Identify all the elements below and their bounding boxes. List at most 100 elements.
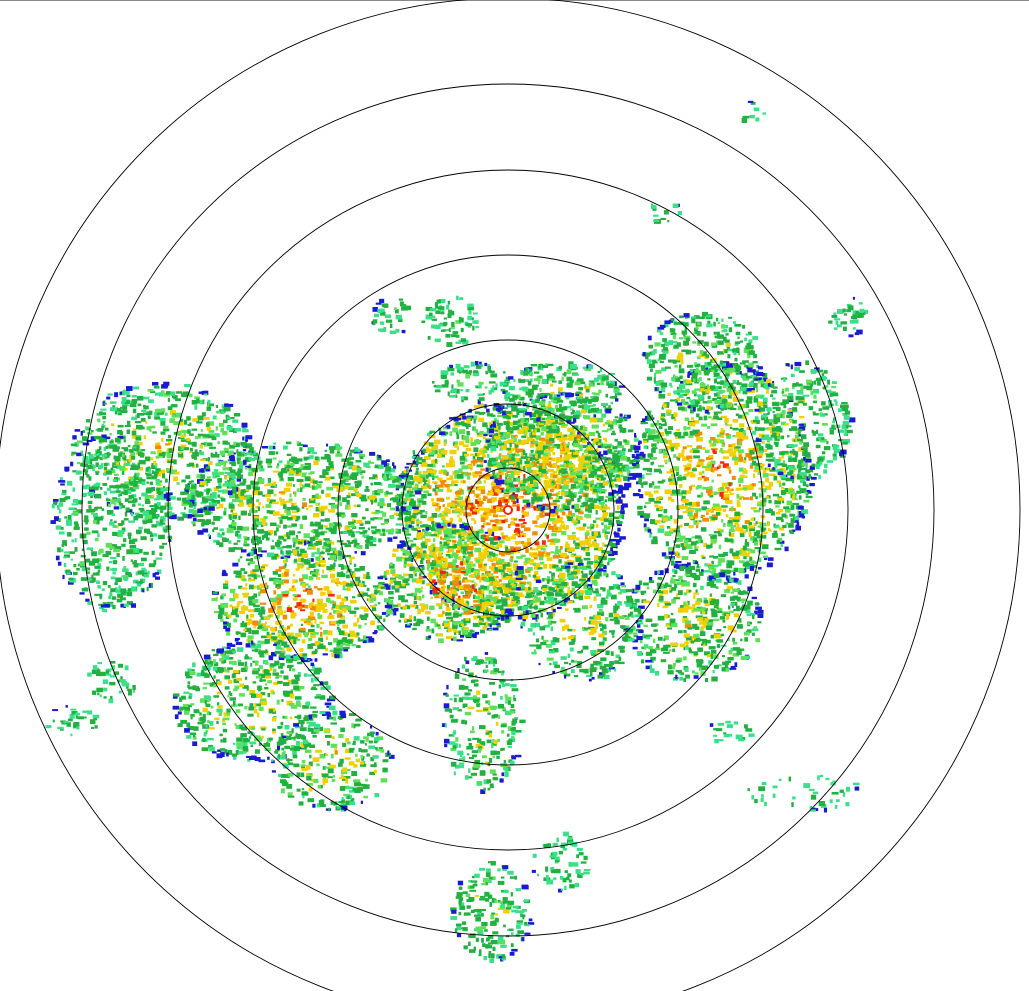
echo-cell (89, 464, 94, 467)
echo-cell (580, 409, 586, 414)
echo-cell (576, 396, 580, 401)
echo-cell (185, 484, 189, 488)
echo-cell (522, 619, 526, 622)
echo-cell (135, 571, 138, 576)
echo-cell (313, 460, 319, 465)
echo-cell (336, 487, 344, 493)
echo-cell (502, 405, 505, 409)
echo-cell (362, 499, 368, 502)
echo-cell (137, 403, 142, 407)
echo-cell (240, 549, 247, 553)
echo-cell (458, 468, 463, 474)
echo-cell (112, 485, 117, 489)
echo-cell (483, 522, 488, 526)
echo-cell (605, 506, 611, 510)
echo-cell (292, 484, 295, 487)
echo-cell (538, 462, 543, 467)
echo-cell (555, 601, 560, 605)
echo-cell (378, 455, 381, 459)
echo-cell (361, 516, 366, 520)
echo-cell (469, 467, 473, 471)
echo-cell (582, 573, 588, 578)
echo-cell (612, 467, 616, 471)
echo-cell (544, 417, 550, 420)
echo-cell (112, 497, 117, 500)
echo-cell (567, 415, 573, 419)
echo-cell (509, 590, 516, 594)
echo-cell (138, 442, 143, 446)
echo-cell (490, 617, 495, 620)
echo-cell (538, 545, 546, 548)
echo-cell (547, 453, 551, 457)
echo-cell (125, 572, 132, 576)
echo-cell (115, 456, 121, 462)
echo-cell (103, 467, 108, 471)
echo-cell (70, 558, 73, 561)
echo-cell (461, 526, 464, 531)
echo-cell (80, 450, 83, 455)
echo-cell (100, 412, 107, 416)
echo-cell (491, 526, 499, 531)
echo-cell (495, 605, 503, 610)
echo-cell (504, 572, 509, 577)
echo-cell (296, 458, 303, 462)
echo-cell (207, 399, 211, 405)
echo-cell (552, 520, 558, 525)
echo-cell (489, 434, 494, 437)
echo-cell (519, 612, 524, 615)
echo-cell (534, 542, 540, 546)
echo-cell (510, 495, 515, 500)
echo-cell (578, 595, 583, 601)
echo-cell (346, 457, 349, 463)
echo-cell (573, 467, 580, 471)
echo-cell (59, 477, 63, 482)
echo-cell (501, 445, 507, 450)
echo-cell (392, 574, 398, 577)
echo-cell (346, 495, 351, 499)
echo-cell (439, 541, 443, 544)
echo-cell (221, 532, 225, 536)
echo-cell (451, 530, 456, 535)
echo-cell (232, 519, 235, 523)
echo-cell (236, 484, 240, 487)
echo-cell (571, 425, 579, 429)
echo-cell (559, 454, 562, 458)
echo-cell (95, 520, 100, 525)
echo-cell (624, 414, 631, 419)
echo-cell (147, 510, 152, 515)
echo-cell (262, 535, 265, 540)
echo-cell (198, 468, 205, 473)
echo-cell (603, 470, 607, 473)
echo-cell (487, 551, 494, 556)
echo-cell (577, 482, 582, 487)
echo-cell (103, 421, 106, 424)
echo-cell (437, 633, 444, 637)
echo-cell (485, 425, 489, 429)
echo-cell (567, 437, 574, 441)
echo-cell (488, 576, 495, 581)
echo-cell (482, 454, 487, 458)
echo-cell (82, 492, 88, 497)
echo-cell (562, 470, 568, 474)
echo-cell (184, 447, 189, 451)
echo-cell (567, 600, 573, 604)
echo-cell (466, 592, 472, 597)
echo-cell (447, 627, 452, 632)
echo-cell (128, 573, 132, 578)
echo-cell (508, 474, 515, 479)
echo-cell (421, 604, 428, 610)
echo-cell (514, 467, 522, 471)
echo-cell (282, 550, 285, 556)
echo-cell (504, 482, 508, 486)
echo-cell (612, 453, 619, 459)
echo-cell (206, 495, 210, 500)
echo-cell (541, 540, 546, 545)
echo-cell (332, 522, 337, 527)
echo-cell (475, 605, 481, 611)
echo-cell (550, 424, 557, 429)
echo-cell (200, 458, 206, 461)
echo-cell (212, 500, 217, 503)
echo-cell (442, 451, 447, 455)
echo-cell (542, 578, 545, 582)
echo-cell (214, 501, 217, 507)
